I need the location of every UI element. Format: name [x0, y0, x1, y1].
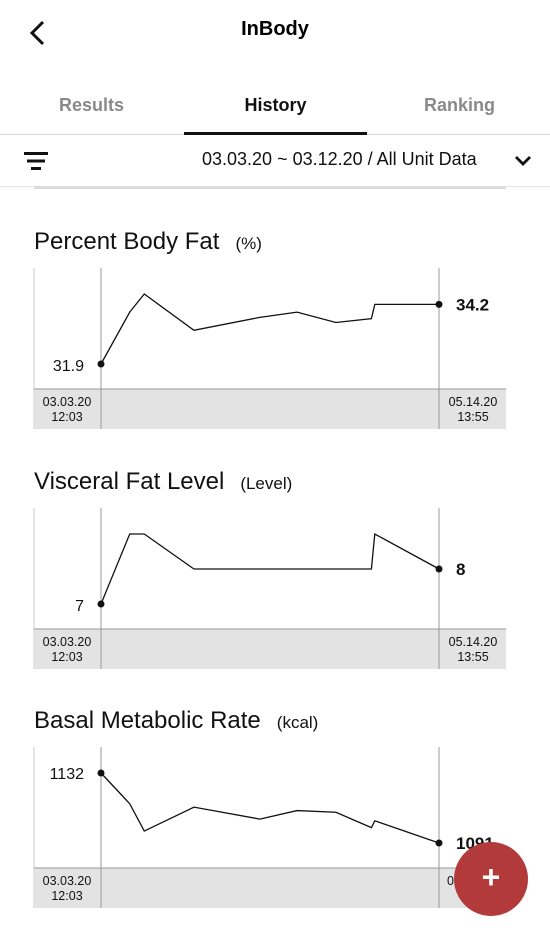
start-time-label: 12:03 [51, 650, 82, 664]
end-date-label: 05.14.20 [449, 635, 498, 649]
series-line [100, 532, 440, 605]
data-point-start [97, 600, 105, 608]
filter-icon[interactable] [24, 150, 50, 172]
section-unit: (kcal) [276, 713, 319, 732]
end-value-label: 34.2 [456, 295, 489, 314]
section-unit: (Level) [240, 474, 293, 493]
app-header: InBody [0, 0, 550, 62]
data-point-end [435, 300, 443, 308]
add-button[interactable]: + [453, 841, 533, 921]
chart-date-band [34, 629, 506, 669]
data-point-end [435, 565, 443, 573]
date-range-label[interactable]: 03.03.20 ~ 03.12.20 / All Unit Data [202, 149, 477, 169]
chart-date-band [34, 389, 506, 429]
end-time-label: 13:55 [457, 650, 488, 664]
section-title-visceral-fat-level: Visceral Fat Level (Level) [34, 468, 292, 496]
chart-date-band [34, 868, 506, 908]
section-title-text: Percent Body Fat [34, 228, 220, 255]
section-unit: (%) [235, 234, 262, 253]
section-title-basal-metabolic-rate: Basal Metabolic Rate (kcal) [34, 707, 318, 735]
section-title-text: Basal Metabolic Rate [34, 707, 261, 734]
series-line [100, 293, 439, 365]
tab-history[interactable]: History [184, 76, 367, 135]
start-date-label: 03.03.20 [43, 635, 92, 649]
section-title-text: Visceral Fat Level [34, 468, 225, 495]
end-time-label: 13:55 [457, 410, 488, 424]
tab-results[interactable]: Results [58, 95, 125, 115]
series-line [100, 772, 440, 844]
fab-circle [454, 842, 528, 916]
start-date-label: 03.03.20 [43, 395, 92, 409]
start-date-label: 03.03.20 [43, 874, 92, 888]
tab-ranking[interactable]: Ranking [423, 95, 495, 115]
start-value-label: 1132 [50, 766, 85, 783]
section-title-percent-body-fat: Percent Body Fat (%) [34, 228, 262, 256]
start-value-label: 31.9 [53, 358, 84, 375]
tab-bar: Results History Ranking [0, 76, 550, 135]
chevron-left-icon[interactable] [22, 18, 52, 48]
end-date-label: 05.14.20 [449, 395, 498, 409]
chevron-down-icon[interactable] [512, 152, 534, 170]
plus-icon: + [482, 859, 501, 895]
end-date-label: 0 [447, 874, 454, 888]
start-value-label: 7 [75, 598, 84, 615]
divider [34, 186, 506, 189]
data-point-start [97, 360, 105, 368]
start-time-label: 12:03 [51, 410, 82, 424]
data-point-start [97, 769, 105, 777]
page-title: InBody [241, 18, 309, 40]
data-point-end [435, 839, 443, 847]
start-time-label: 12:03 [51, 889, 82, 903]
end-value-label: 8 [456, 560, 465, 579]
